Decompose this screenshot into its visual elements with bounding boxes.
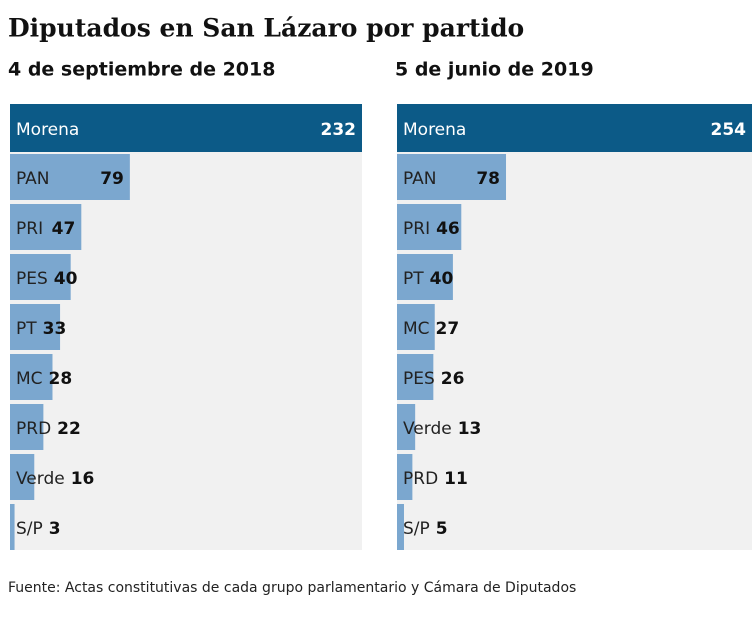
source: Fuente: Actas constitutivas de cada grup…: [8, 580, 576, 596]
subtitle: 4 de septiembre de 2018: [8, 59, 275, 81]
value-label: 5: [436, 519, 448, 539]
bar: [397, 504, 404, 550]
bar: [397, 454, 413, 500]
value-label: 40: [54, 269, 78, 289]
value-label: 46: [436, 219, 460, 239]
value-label: 33: [43, 319, 67, 339]
bar: [10, 354, 53, 400]
value-label: 232: [321, 120, 357, 140]
bar: [10, 104, 362, 152]
chart-title: Diputados en San Lázaro por partido: [8, 14, 524, 43]
bar: [10, 154, 130, 200]
bar: [397, 304, 435, 350]
bar-label: S/P: [16, 519, 43, 539]
value-label: 79: [100, 169, 124, 189]
value-label: 47: [52, 219, 76, 239]
bar-label: PRI: [403, 219, 430, 239]
value-label: 11: [444, 469, 468, 489]
bar: [10, 254, 71, 300]
bar-label: PES: [403, 369, 435, 389]
bar: [10, 304, 61, 350]
value-label: 254: [711, 120, 747, 140]
bar: [397, 204, 462, 250]
value-label: 28: [49, 369, 73, 389]
subtitle: 5 de junio de 2019: [395, 59, 594, 81]
value-label: 26: [441, 369, 465, 389]
value-label: 22: [57, 419, 81, 439]
bar: [397, 354, 434, 400]
bar: [397, 104, 752, 152]
value-label: 27: [436, 319, 460, 339]
bar-label: PES: [16, 269, 48, 289]
bar: [397, 404, 416, 450]
bar: [10, 454, 35, 500]
bar-label: Morena: [403, 120, 466, 140]
bar: [10, 404, 44, 450]
bar-label: Verde: [403, 419, 452, 439]
value-label: 16: [71, 469, 95, 489]
bar-label: PT: [16, 319, 37, 339]
bar-label: PRD: [16, 419, 51, 439]
value-label: 3: [49, 519, 61, 539]
bar-label: PRI: [16, 219, 43, 239]
bar-label: PRD: [403, 469, 438, 489]
bar-label: PAN: [16, 169, 50, 189]
bar-label: PT: [403, 269, 424, 289]
bar-label: PAN: [403, 169, 437, 189]
bar-label: S/P: [403, 519, 430, 539]
bar: [10, 204, 82, 250]
bar-label: MC: [16, 369, 43, 389]
value-label: 78: [476, 169, 500, 189]
bar: [397, 254, 453, 300]
value-label: 40: [430, 269, 454, 289]
bar-label: MC: [403, 319, 430, 339]
bar: [10, 504, 15, 550]
value-label: 13: [458, 419, 482, 439]
bar-label: Verde: [16, 469, 65, 489]
bar: [397, 154, 507, 200]
bar-label: Morena: [16, 120, 79, 140]
